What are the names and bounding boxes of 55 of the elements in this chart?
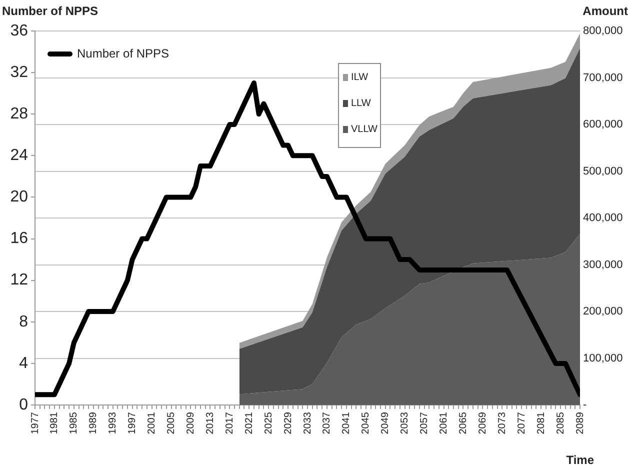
x-tick-label: 2029 <box>282 412 294 434</box>
x-tick-label: 2041 <box>341 412 352 434</box>
x-tick-label: 2065 <box>458 412 469 434</box>
x-tick-label: 1977 <box>30 412 41 434</box>
y-tick-label: 4 <box>19 354 28 372</box>
y2-tick-label: 100,000 <box>583 352 623 364</box>
x-tick-label: 1985 <box>68 412 80 434</box>
y-tick-label: 24 <box>10 147 28 164</box>
y-tick-label: 36 <box>10 22 28 40</box>
x-tick-label: 2057 <box>419 412 430 434</box>
y2-tick-label: 800,000 <box>583 25 623 38</box>
x-tick-label: 2081 <box>536 412 547 434</box>
x-tick-label: 2045 <box>360 412 372 434</box>
y-tick-label: 32 <box>10 64 28 81</box>
x-tick-label: 2073 <box>496 412 508 434</box>
x-tick-label: 2037 <box>322 412 333 434</box>
x-tick-label: 2001 <box>146 412 158 434</box>
x-tick-label: 2009 <box>185 412 196 434</box>
x-tick-label: 2069 <box>477 412 488 434</box>
y2-tick-label: - <box>583 399 587 412</box>
y2-tick-label: 300,000 <box>583 258 623 271</box>
y2-tick-label: 200,000 <box>583 306 623 318</box>
x-axis-title: Time <box>566 453 594 467</box>
x-tick-label: 2013 <box>204 412 216 434</box>
x-tick-label: 2049 <box>380 412 392 434</box>
x-tick-label: 2017 <box>224 412 236 434</box>
y-tick-label: 0 <box>19 396 28 414</box>
x-tick-label: 2061 <box>438 412 450 434</box>
y-tick-label: 16 <box>10 230 28 248</box>
x-tick-label: 1997 <box>127 412 138 434</box>
x-tick-label: 1989 <box>88 412 100 434</box>
x-tick-label: 2077 <box>516 412 528 434</box>
x-tick-label: 1993 <box>108 412 119 434</box>
legend-label: LLW <box>351 98 372 109</box>
y-tick-label: 8 <box>19 313 28 330</box>
legend-label: Number of NPPS <box>77 46 170 60</box>
legend-label: ILW <box>351 72 369 83</box>
y2-axis-title: Amount <box>582 4 628 18</box>
y2-tick-label: 600,000 <box>583 118 623 131</box>
x-tick-label: 2085 <box>555 412 566 434</box>
y-tick-label: 12 <box>10 272 28 289</box>
legend-label: VLLW <box>351 124 378 135</box>
y2-tick-label: 700,000 <box>583 72 623 84</box>
x-tick-label: 2005 <box>166 412 177 434</box>
x-tick-label: 2033 <box>302 412 314 434</box>
y-tick-label: 20 <box>10 188 28 206</box>
x-tick-label: 2089 <box>574 412 586 434</box>
x-tick-label: 2053 <box>400 412 411 434</box>
y-axis-title: Number of NPPS <box>2 4 98 18</box>
y2-tick-label: 500,000 <box>583 165 623 178</box>
x-tick-label: 2025 <box>263 412 274 434</box>
y2-tick-label: 400,000 <box>583 212 623 224</box>
y-tick-label: 28 <box>10 106 28 123</box>
x-tick-label: 1981 <box>49 412 60 434</box>
x-tick-label: 2021 <box>244 412 255 434</box>
